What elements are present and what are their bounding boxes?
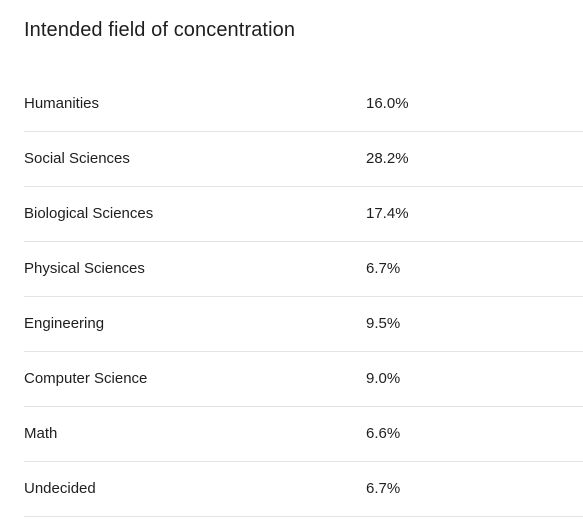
page-title: Intended field of concentration [24, 19, 296, 41]
table-row: Physical Sciences 6.7% [24, 242, 583, 297]
table-row: Undecided 6.7% [24, 462, 583, 517]
field-name: Biological Sciences [24, 205, 154, 222]
concentration-table: Humanities 16.0% Social Sciences 28.2% B… [24, 77, 583, 517]
field-name: Social Sciences [24, 150, 130, 167]
field-name: Engineering [24, 315, 105, 332]
field-name: Undecided [24, 480, 96, 497]
field-percent: 9.0% [366, 370, 401, 387]
field-name: Humanities [24, 95, 100, 112]
table-row: Engineering 9.5% [24, 297, 583, 352]
table-row: Computer Science 9.0% [24, 352, 583, 407]
field-percent: 17.4% [366, 205, 409, 222]
field-name: Computer Science [24, 370, 148, 387]
field-percent: 6.6% [366, 425, 401, 442]
field-percent: 28.2% [366, 150, 409, 167]
field-name: Physical Sciences [24, 260, 145, 277]
table-row: Humanities 16.0% [24, 77, 583, 132]
field-percent: 6.7% [366, 260, 401, 277]
field-percent: 6.7% [366, 480, 401, 497]
field-name: Math [24, 425, 58, 442]
table-row: Biological Sciences 17.4% [24, 187, 583, 242]
table-row: Social Sciences 28.2% [24, 132, 583, 187]
field-percent: 9.5% [366, 315, 401, 332]
table-row: Math 6.6% [24, 407, 583, 462]
field-percent: 16.0% [366, 95, 409, 112]
